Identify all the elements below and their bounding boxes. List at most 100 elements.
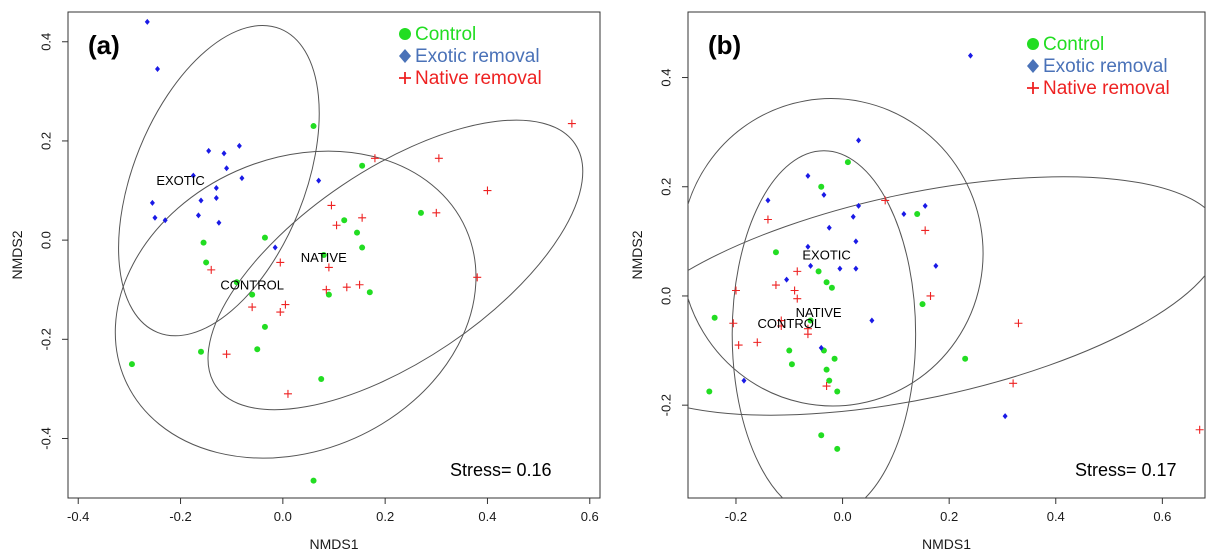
exotic-removal-point: [236, 142, 242, 149]
exotic-removal-point: [152, 214, 158, 221]
control-point: [341, 217, 348, 224]
y-tick-label: 0.0: [39, 231, 54, 249]
exotic-removal-point: [856, 137, 862, 144]
control-point: [203, 259, 210, 266]
control-point: [962, 355, 969, 362]
native-removal-point: [432, 208, 441, 217]
confidence-ellipse-exotic: [118, 24, 320, 337]
exotic-removal-point: [224, 165, 230, 172]
series-native-removal: [207, 119, 576, 398]
control-point: [823, 279, 830, 286]
native-removal-point: [355, 280, 364, 289]
y-axis-label: NMDS2: [629, 230, 645, 279]
exotic-removal-point: [198, 197, 204, 204]
exotic-removal-point: [901, 211, 907, 218]
native-removal-point: [763, 215, 772, 224]
native-removal-point: [771, 281, 780, 290]
control-point: [254, 346, 261, 353]
control-point: [325, 291, 332, 298]
confidence-ellipse-native: [688, 176, 1205, 416]
native-removal-point: [370, 154, 379, 163]
native-removal-point: [921, 226, 930, 235]
control-point: [417, 209, 424, 216]
native-removal-point: [1014, 319, 1023, 328]
control-point: [320, 252, 327, 258]
native-removal-point: [332, 221, 341, 230]
y-tick-label: -0.2: [39, 328, 54, 350]
control-point: [359, 244, 366, 251]
stress-label: Stress= 0.16: [450, 460, 552, 480]
control-point: [366, 289, 373, 296]
legend-label: Control: [1043, 34, 1104, 55]
centroid-label: EXOTIC: [802, 248, 850, 263]
control-point: [788, 361, 795, 368]
control-point: [249, 291, 256, 298]
ellipse-group: [688, 98, 1205, 498]
x-tick-label: -0.2: [725, 509, 747, 524]
plot-frame: [687, 11, 1206, 499]
control-point: [233, 279, 240, 286]
exotic-removal-point: [784, 276, 790, 283]
native-removal-point: [1195, 425, 1204, 434]
legend-marker-control: [1027, 38, 1039, 50]
exotic-removal-point: [144, 18, 150, 25]
exotic-removal-point: [850, 213, 856, 220]
centroid-label: CONTROL: [220, 277, 284, 292]
native-removal-point: [358, 213, 367, 222]
centroid-label: EXOTIC: [156, 173, 204, 188]
control-point: [354, 229, 361, 236]
legend-marker-native: [1027, 82, 1039, 94]
native-removal-point: [283, 389, 292, 398]
exotic-removal-point: [765, 197, 771, 204]
control-point: [200, 239, 207, 246]
exotic-removal-point: [155, 66, 161, 73]
x-axis-label: NMDS1: [309, 536, 358, 552]
exotic-removal-point: [805, 243, 811, 250]
native-removal-point: [731, 286, 740, 295]
control-point: [128, 361, 135, 368]
legend-marker-control: [399, 28, 411, 40]
exotic-removal-point: [967, 52, 973, 59]
exotic-removal-point: [162, 217, 168, 224]
series-control: [128, 123, 424, 484]
plot-frame: [67, 11, 601, 499]
legend-label: Control: [415, 24, 476, 45]
centroid-label: NATIVE: [796, 305, 842, 320]
exotic-removal-point: [213, 194, 219, 201]
control-point: [831, 355, 838, 362]
legend-marker-exotic: [399, 49, 411, 63]
exotic-removal-point: [213, 185, 219, 192]
native-removal-point: [790, 286, 799, 295]
native-removal-point: [483, 186, 492, 195]
control-point: [318, 375, 325, 382]
x-axis-label: NMDS1: [922, 536, 971, 552]
x-tick-label: 0.2: [376, 509, 394, 524]
exotic-removal-point: [206, 147, 212, 154]
exotic-removal-point: [821, 191, 827, 198]
exotic-removal-point: [826, 224, 832, 231]
native-removal-point: [926, 291, 935, 300]
x-tick-label: 0.4: [478, 509, 496, 524]
native-removal-point: [1009, 379, 1018, 388]
x-tick-label: -0.4: [67, 509, 89, 524]
exotic-removal-point: [741, 377, 747, 384]
y-tick-label: 0.4: [659, 68, 674, 86]
exotic-removal-point: [195, 212, 201, 219]
native-removal-point: [777, 321, 786, 330]
control-point: [310, 123, 317, 130]
control-point: [807, 317, 814, 324]
native-removal-point: [276, 258, 285, 267]
panel-a: -0.4 -0.2 0.0 0.2 0.4 0.6 -0.4 -0.2 0.0 0.2 0.4 NMD…: [9, 11, 601, 552]
exotic-removal-point: [853, 238, 859, 245]
control-point: [198, 348, 204, 355]
legend-label: Native removal: [1043, 78, 1170, 99]
confidence-ellipse-exotic: [688, 98, 984, 407]
confidence-ellipse-native: [207, 119, 584, 411]
native-removal-point: [567, 119, 576, 128]
legend-label: Exotic removal: [415, 46, 540, 67]
y-tick-label: -0.2: [659, 394, 674, 416]
native-removal-point: [473, 273, 482, 282]
